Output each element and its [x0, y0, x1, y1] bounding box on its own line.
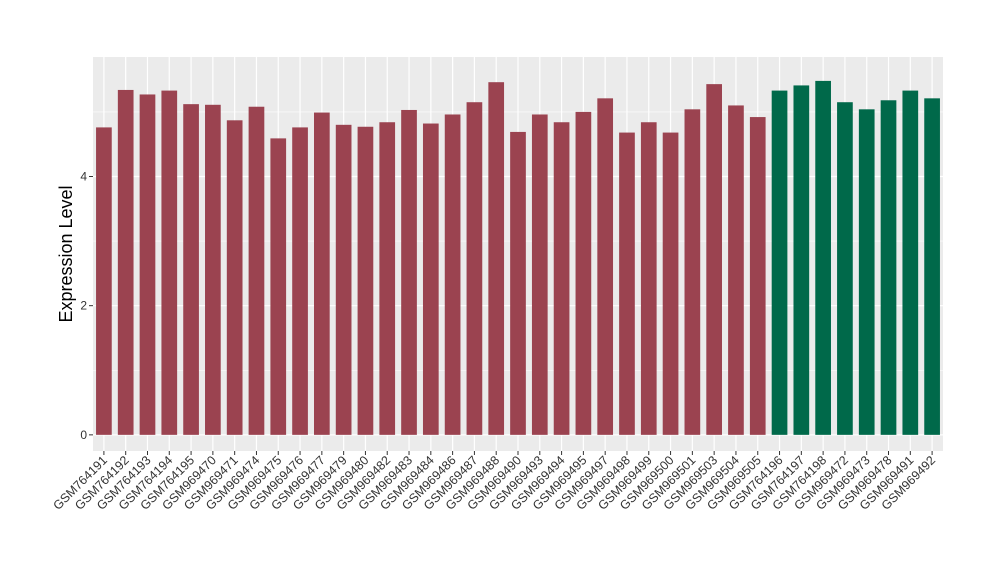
y-tick-label: 4 [80, 169, 87, 183]
bar-GSM969504 [728, 105, 744, 435]
bar-GSM764197 [793, 85, 810, 435]
bar-GSM764198 [815, 80, 831, 435]
bar-GSM969483 [401, 109, 417, 435]
y-axis-label: Expression Level [56, 185, 76, 322]
bar-GSM969472 [837, 102, 853, 435]
bar-GSM969488 [488, 82, 505, 435]
bar-GSM969475 [270, 138, 287, 435]
bar-GSM969500 [662, 132, 679, 435]
bar-GSM969473 [858, 109, 875, 435]
bar-GSM764195 [183, 104, 199, 435]
bars [96, 80, 940, 435]
bar-GSM969480 [357, 126, 374, 435]
bar-GSM764196 [771, 90, 788, 435]
bar-GSM969497 [597, 98, 614, 435]
bar-GSM969490 [510, 131, 526, 435]
bar-GSM969470 [205, 104, 221, 435]
y-axis: 0 2 4 [80, 169, 93, 442]
bar-GSM969482 [379, 122, 396, 435]
bar-GSM969477 [314, 112, 330, 435]
bar-GSM764191 [96, 127, 112, 435]
y-tick-label: 0 [80, 428, 87, 442]
bar-GSM969471 [226, 120, 243, 435]
x-axis: GSM764191GSM764192GSM764193GSM764194GSM7… [50, 451, 938, 513]
bar-GSM969479 [335, 124, 352, 435]
bar-GSM969499 [640, 122, 657, 435]
bar-GSM969501 [684, 109, 701, 435]
bar-GSM969505 [749, 117, 766, 435]
bar-GSM969476 [292, 127, 308, 435]
bar-GSM969494 [553, 122, 570, 435]
y-tick-label: 2 [80, 299, 87, 313]
bar-GSM764193 [139, 94, 156, 435]
bar-GSM969495 [575, 111, 592, 435]
bar-GSM969484 [422, 123, 439, 435]
bar-GSM764192 [117, 89, 134, 435]
bar-GSM969486 [444, 114, 461, 435]
bar-GSM969493 [531, 114, 548, 435]
bar-GSM969478 [880, 100, 897, 435]
bar-GSM969503 [706, 84, 722, 435]
bar-GSM969492 [924, 98, 940, 435]
bar-GSM969498 [619, 132, 635, 435]
bar-GSM969491 [902, 90, 919, 435]
bar-GSM764194 [161, 90, 178, 435]
bar-GSM969487 [466, 102, 483, 435]
bar-GSM969474 [248, 106, 265, 435]
